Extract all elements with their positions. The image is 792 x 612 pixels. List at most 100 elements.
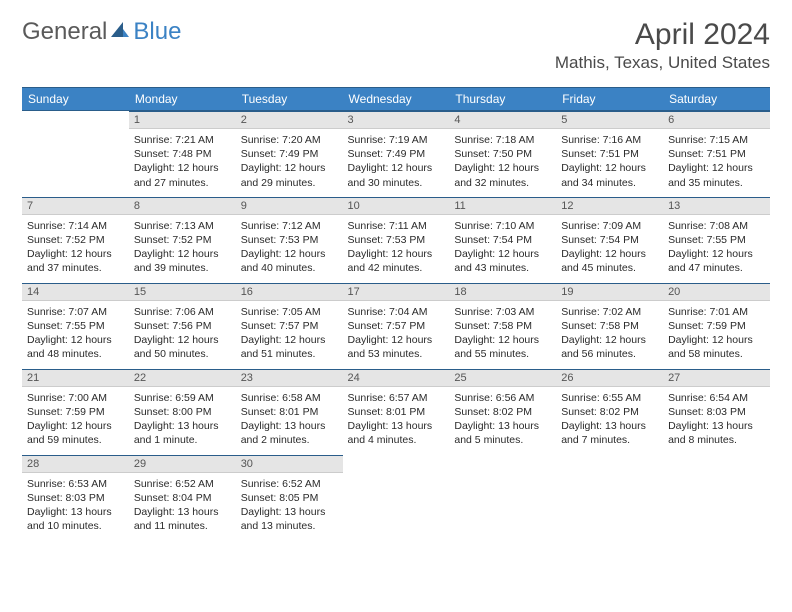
- daylight-text-line1: Daylight: 12 hours: [241, 161, 338, 175]
- sunrise-text: Sunrise: 7:09 AM: [561, 219, 658, 233]
- sunset-text: Sunset: 8:01 PM: [241, 405, 338, 419]
- calendar-day-cell: 5Sunrise: 7:16 AMSunset: 7:51 PMDaylight…: [556, 111, 663, 197]
- weekday-header-row: SundayMondayTuesdayWednesdayThursdayFrid…: [22, 88, 770, 111]
- daylight-text-line1: Daylight: 12 hours: [454, 333, 551, 347]
- calendar-day-cell: 29Sunrise: 6:52 AMSunset: 8:04 PMDayligh…: [129, 455, 236, 541]
- day-number: 17: [343, 283, 450, 301]
- day-details: Sunrise: 6:57 AMSunset: 8:01 PMDaylight:…: [343, 387, 450, 454]
- daylight-text-line1: Daylight: 12 hours: [668, 247, 765, 261]
- day-number: 7: [22, 197, 129, 215]
- sunset-text: Sunset: 8:01 PM: [348, 405, 445, 419]
- day-details: Sunrise: 6:53 AMSunset: 8:03 PMDaylight:…: [22, 473, 129, 540]
- location-text: Mathis, Texas, United States: [555, 53, 770, 73]
- daylight-text-line1: Daylight: 12 hours: [348, 333, 445, 347]
- sunrise-text: Sunrise: 6:55 AM: [561, 391, 658, 405]
- calendar-day-cell: 27Sunrise: 6:54 AMSunset: 8:03 PMDayligh…: [663, 369, 770, 455]
- sunset-text: Sunset: 7:59 PM: [27, 405, 124, 419]
- day-details: Sunrise: 6:59 AMSunset: 8:00 PMDaylight:…: [129, 387, 236, 454]
- sunrise-text: Sunrise: 6:52 AM: [134, 477, 231, 491]
- day-number: 9: [236, 197, 343, 215]
- daylight-text-line1: Daylight: 12 hours: [668, 161, 765, 175]
- sunrise-text: Sunrise: 7:05 AM: [241, 305, 338, 319]
- day-details: Sunrise: 7:12 AMSunset: 7:53 PMDaylight:…: [236, 215, 343, 282]
- daylight-text-line1: Daylight: 13 hours: [27, 505, 124, 519]
- daylight-text-line2: and 42 minutes.: [348, 261, 445, 275]
- calendar-day-cell: 3Sunrise: 7:19 AMSunset: 7:49 PMDaylight…: [343, 111, 450, 197]
- sunset-text: Sunset: 7:51 PM: [561, 147, 658, 161]
- daylight-text-line2: and 48 minutes.: [27, 347, 124, 361]
- day-details: Sunrise: 7:05 AMSunset: 7:57 PMDaylight:…: [236, 301, 343, 368]
- day-number: 3: [343, 111, 450, 129]
- sunrise-text: Sunrise: 6:52 AM: [241, 477, 338, 491]
- sunset-text: Sunset: 7:58 PM: [454, 319, 551, 333]
- calendar-day-cell: [343, 455, 450, 541]
- sunset-text: Sunset: 7:57 PM: [348, 319, 445, 333]
- sunset-text: Sunset: 7:50 PM: [454, 147, 551, 161]
- daylight-text-line2: and 53 minutes.: [348, 347, 445, 361]
- daylight-text-line2: and 43 minutes.: [454, 261, 551, 275]
- day-number: 21: [22, 369, 129, 387]
- calendar-day-cell: [556, 455, 663, 541]
- sunset-text: Sunset: 7:54 PM: [561, 233, 658, 247]
- daylight-text-line2: and 7 minutes.: [561, 433, 658, 447]
- daylight-text-line2: and 40 minutes.: [241, 261, 338, 275]
- daylight-text-line2: and 10 minutes.: [27, 519, 124, 533]
- sunset-text: Sunset: 7:59 PM: [668, 319, 765, 333]
- sunrise-text: Sunrise: 7:13 AM: [134, 219, 231, 233]
- daylight-text-line2: and 50 minutes.: [134, 347, 231, 361]
- sunset-text: Sunset: 8:03 PM: [668, 405, 765, 419]
- calendar-day-cell: 4Sunrise: 7:18 AMSunset: 7:50 PMDaylight…: [449, 111, 556, 197]
- daylight-text-line2: and 51 minutes.: [241, 347, 338, 361]
- sunset-text: Sunset: 7:52 PM: [27, 233, 124, 247]
- calendar-day-cell: 16Sunrise: 7:05 AMSunset: 7:57 PMDayligh…: [236, 283, 343, 369]
- sunrise-text: Sunrise: 7:07 AM: [27, 305, 124, 319]
- daylight-text-line1: Daylight: 13 hours: [668, 419, 765, 433]
- day-details: Sunrise: 7:07 AMSunset: 7:55 PMDaylight:…: [22, 301, 129, 368]
- daylight-text-line2: and 58 minutes.: [668, 347, 765, 361]
- sunrise-text: Sunrise: 7:03 AM: [454, 305, 551, 319]
- daylight-text-line1: Daylight: 12 hours: [27, 419, 124, 433]
- calendar-week-row: 7Sunrise: 7:14 AMSunset: 7:52 PMDaylight…: [22, 197, 770, 283]
- sunset-text: Sunset: 7:51 PM: [668, 147, 765, 161]
- sunrise-text: Sunrise: 7:18 AM: [454, 133, 551, 147]
- daylight-text-line2: and 35 minutes.: [668, 176, 765, 190]
- daylight-text-line2: and 27 minutes.: [134, 176, 231, 190]
- day-details: Sunrise: 7:16 AMSunset: 7:51 PMDaylight:…: [556, 129, 663, 196]
- daylight-text-line1: Daylight: 12 hours: [134, 333, 231, 347]
- day-number: 16: [236, 283, 343, 301]
- daylight-text-line2: and 11 minutes.: [134, 519, 231, 533]
- daylight-text-line2: and 39 minutes.: [134, 261, 231, 275]
- daylight-text-line2: and 8 minutes.: [668, 433, 765, 447]
- daylight-text-line1: Daylight: 13 hours: [134, 419, 231, 433]
- daylight-text-line2: and 34 minutes.: [561, 176, 658, 190]
- calendar-day-cell: 6Sunrise: 7:15 AMSunset: 7:51 PMDaylight…: [663, 111, 770, 197]
- daylight-text-line1: Daylight: 12 hours: [241, 247, 338, 261]
- sunrise-text: Sunrise: 7:21 AM: [134, 133, 231, 147]
- day-number: 30: [236, 455, 343, 473]
- day-details: Sunrise: 6:56 AMSunset: 8:02 PMDaylight:…: [449, 387, 556, 454]
- sunrise-text: Sunrise: 7:10 AM: [454, 219, 551, 233]
- calendar-day-cell: 28Sunrise: 6:53 AMSunset: 8:03 PMDayligh…: [22, 455, 129, 541]
- sunrise-text: Sunrise: 6:53 AM: [27, 477, 124, 491]
- page-header: General Blue April 2024 Mathis, Texas, U…: [22, 18, 770, 73]
- day-number: 8: [129, 197, 236, 215]
- daylight-text-line2: and 5 minutes.: [454, 433, 551, 447]
- daylight-text-line2: and 56 minutes.: [561, 347, 658, 361]
- day-number: 1: [129, 111, 236, 129]
- sunset-text: Sunset: 7:55 PM: [668, 233, 765, 247]
- calendar-day-cell: 2Sunrise: 7:20 AMSunset: 7:49 PMDaylight…: [236, 111, 343, 197]
- day-number: 25: [449, 369, 556, 387]
- calendar-day-cell: 25Sunrise: 6:56 AMSunset: 8:02 PMDayligh…: [449, 369, 556, 455]
- day-details: Sunrise: 7:00 AMSunset: 7:59 PMDaylight:…: [22, 387, 129, 454]
- day-number: 23: [236, 369, 343, 387]
- daylight-text-line2: and 47 minutes.: [668, 261, 765, 275]
- day-details: Sunrise: 6:55 AMSunset: 8:02 PMDaylight:…: [556, 387, 663, 454]
- calendar-day-cell: 22Sunrise: 6:59 AMSunset: 8:00 PMDayligh…: [129, 369, 236, 455]
- day-details: Sunrise: 7:18 AMSunset: 7:50 PMDaylight:…: [449, 129, 556, 196]
- day-number: 20: [663, 283, 770, 301]
- day-details: Sunrise: 7:13 AMSunset: 7:52 PMDaylight:…: [129, 215, 236, 282]
- logo-text-general: General: [22, 18, 107, 46]
- day-details: Sunrise: 7:14 AMSunset: 7:52 PMDaylight:…: [22, 215, 129, 282]
- daylight-text-line2: and 32 minutes.: [454, 176, 551, 190]
- day-number: 24: [343, 369, 450, 387]
